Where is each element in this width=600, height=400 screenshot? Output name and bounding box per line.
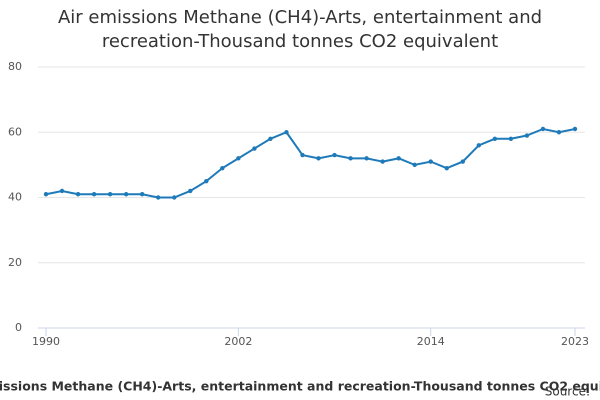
y-tick-label: 40 (8, 191, 22, 204)
marker (396, 156, 401, 161)
y-tick-label: 60 (8, 125, 22, 138)
marker (508, 136, 514, 141)
marker (556, 130, 562, 135)
marker (220, 165, 225, 171)
x-tick-label: 1990 (32, 335, 60, 348)
marker (252, 146, 257, 151)
y-tick-label: 20 (8, 256, 22, 269)
y-tick-label: 80 (8, 60, 22, 73)
marker (540, 126, 546, 132)
marker (123, 192, 129, 197)
marker (204, 178, 209, 184)
marker (156, 195, 161, 200)
marker (43, 192, 49, 197)
marker (268, 136, 273, 141)
marker (75, 192, 81, 197)
marker (300, 152, 305, 158)
marker (364, 156, 369, 161)
marker (316, 156, 321, 161)
line (45, 127, 576, 199)
marker (107, 192, 113, 197)
marker (524, 133, 530, 138)
marker (91, 192, 97, 197)
x-tick-label: 2023 (561, 335, 589, 348)
marker (59, 188, 65, 194)
caption: Air emissions Methane (CH4)-Arts, entert… (0, 379, 600, 394)
y-tick-label: 0 (15, 321, 22, 334)
marker (492, 136, 498, 141)
x-tick-label: 2002 (224, 335, 252, 348)
marker (444, 165, 449, 171)
x-tick-label: 2014 (417, 335, 445, 348)
source: Source: (545, 385, 590, 399)
chart-title: Air emissions Methane (CH4)-Arts, entert… (57, 7, 543, 52)
marker (460, 159, 465, 164)
marker (284, 130, 289, 135)
marker (236, 156, 241, 161)
marker (172, 195, 177, 200)
marker (572, 126, 578, 132)
marker (380, 159, 385, 164)
marker (476, 143, 482, 148)
marker (412, 162, 417, 168)
marker (348, 156, 353, 161)
marker (428, 159, 433, 164)
marker (139, 192, 145, 197)
marker (332, 152, 337, 158)
marker (188, 188, 193, 194)
